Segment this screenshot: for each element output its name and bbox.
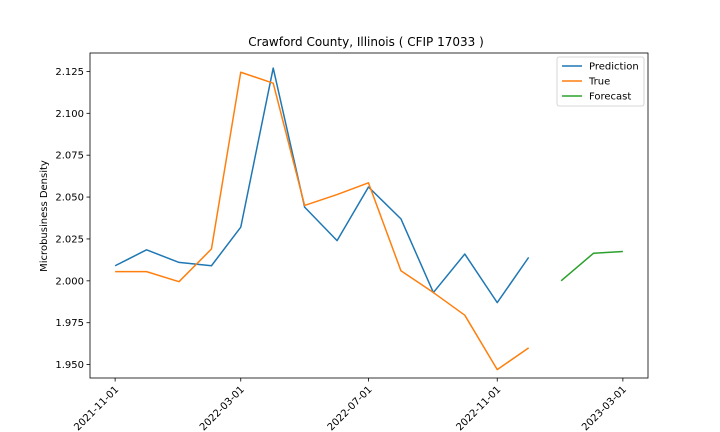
x-tick-label: 2022-07-01 [326,384,375,432]
y-tick-label: 1.950 [55,360,84,371]
chart-title: Crawford County, Illinois ( CFIP 17033 ) [248,35,484,49]
y-tick-label: 1.975 [55,318,84,329]
x-tick-label: 2021-11-01 [72,384,121,432]
series-line-prediction [114,67,530,304]
legend-label-forecast: Forecast [589,92,631,103]
plot-frame [89,52,649,379]
x-tick-label: 2023-03-01 [580,384,629,432]
y-tick-label: 2.075 [55,151,84,162]
legend-label-prediction: Prediction [589,62,639,73]
axes-layer: 1.950 1.975 2.000 2.025 2.050 2.075 2.100 2.125… [55,52,649,432]
x-tick-label: 2022-11-01 [454,384,503,432]
series-line-true [115,71,530,371]
series-layer [114,67,623,371]
legend: Prediction True Forecast [556,56,645,107]
y-tick-label: 2.050 [55,193,84,204]
y-tick-label: 2.000 [55,276,84,287]
legend-label-true: True [588,77,610,88]
y-tick-label: 2.125 [55,67,84,78]
y-axis-label: Microbusiness Density [39,160,50,272]
legend-box [556,56,645,107]
y-tick-label: 2.025 [55,234,84,245]
x-tick-label: 2022-03-01 [198,384,247,432]
y-tick-label: 2.100 [55,109,84,120]
series-line-forecast [560,250,623,282]
